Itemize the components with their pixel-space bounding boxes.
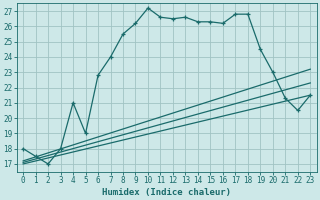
X-axis label: Humidex (Indice chaleur): Humidex (Indice chaleur) (102, 188, 231, 197)
